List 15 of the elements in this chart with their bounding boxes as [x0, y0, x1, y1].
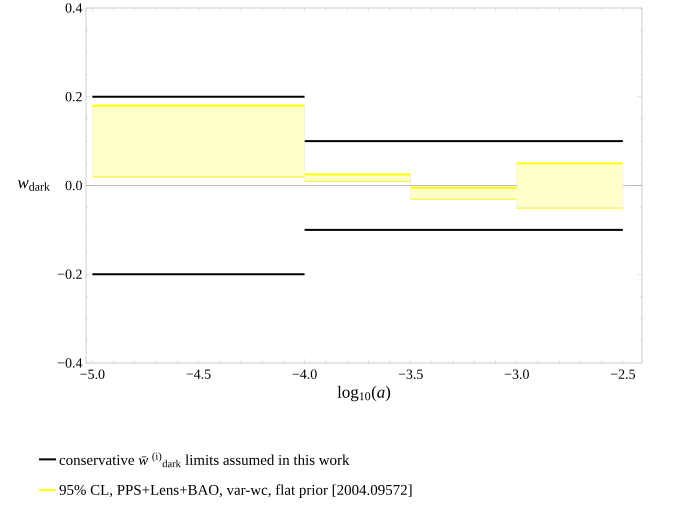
- y-tick-label: −0.2: [58, 270, 82, 279]
- x-tick-label: −5.0: [80, 370, 104, 379]
- x-tick-label: −4.5: [186, 370, 211, 379]
- legend-label: conservative w̄$^{(i)}$$_{dark}$ limits assumed in this work: [60, 452, 350, 468]
- y-axis-title: w$_{dark}$: [18, 180, 50, 191]
- x-axis-title: log$_{10}$(a): [337, 386, 390, 402]
- legend-label: 95% CL, PPS+Lens+BAO, var-wc, flat prior [2004.09572]: [60, 484, 412, 498]
- x-tick-label: −2.5: [610, 370, 636, 379]
- y-tick-label: 0.4: [66, 3, 82, 13]
- x-tick-label: −3.5: [398, 370, 423, 379]
- y-tick-label: 0.0: [66, 180, 82, 190]
- x-tick-label: −4.0: [292, 370, 317, 379]
- y-tick-label: −0.4: [58, 358, 82, 368]
- x-tick-label: −3.0: [504, 370, 529, 379]
- y-tick-label: 0.2: [66, 92, 82, 102]
